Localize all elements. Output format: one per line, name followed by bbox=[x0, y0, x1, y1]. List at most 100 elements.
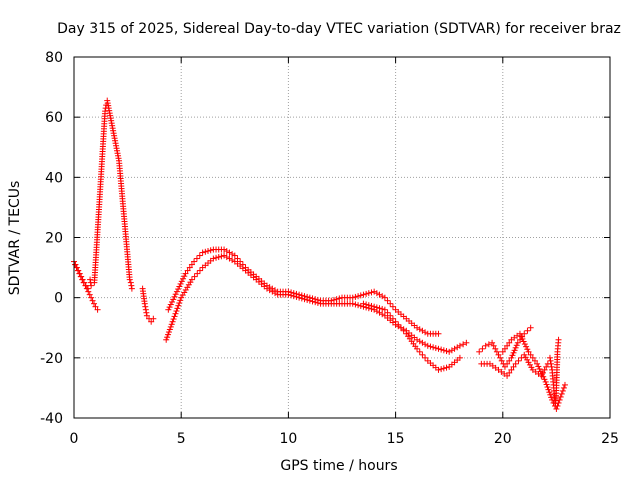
y-tick-label: 80 bbox=[45, 50, 63, 66]
data-point bbox=[422, 341, 429, 348]
data-point bbox=[306, 294, 313, 301]
data-point bbox=[175, 286, 182, 293]
data-point bbox=[177, 280, 184, 287]
data-point bbox=[193, 255, 200, 262]
data-point bbox=[168, 321, 175, 328]
data-point bbox=[506, 369, 513, 376]
data-point bbox=[414, 345, 421, 352]
data-point bbox=[529, 354, 536, 361]
data-point bbox=[165, 306, 172, 313]
data-point bbox=[451, 345, 458, 352]
data-point bbox=[349, 300, 356, 307]
data-point bbox=[440, 365, 447, 372]
data-point bbox=[520, 338, 527, 345]
data-point bbox=[143, 312, 150, 319]
data-point bbox=[293, 290, 300, 297]
data-point bbox=[213, 254, 220, 261]
data-point bbox=[419, 351, 426, 358]
data-point bbox=[384, 297, 391, 304]
y-axis-ticks: -40 -20 0 20 40 60 80 bbox=[40, 50, 610, 427]
data-point bbox=[215, 254, 222, 261]
data-point bbox=[360, 300, 367, 307]
data-point bbox=[379, 305, 386, 312]
x-axis-ticks: 0 5 10 15 20 25 bbox=[70, 57, 619, 447]
data-point bbox=[141, 300, 148, 307]
data-point bbox=[314, 296, 321, 303]
data-point bbox=[176, 283, 183, 290]
data-point bbox=[309, 295, 316, 302]
data-point bbox=[371, 288, 378, 295]
data-point bbox=[167, 301, 174, 308]
data-point bbox=[510, 363, 517, 370]
data-point bbox=[88, 282, 95, 289]
data-point bbox=[174, 305, 181, 312]
y-axis-label: SDTVAR / TECUs bbox=[7, 181, 23, 296]
data-point bbox=[527, 351, 534, 358]
data-point bbox=[207, 247, 214, 254]
data-point bbox=[548, 363, 555, 370]
data-point bbox=[379, 311, 386, 318]
data-point bbox=[373, 304, 380, 311]
data-point bbox=[397, 324, 404, 331]
data-point bbox=[518, 354, 525, 361]
data-point bbox=[440, 347, 447, 354]
data-point bbox=[72, 261, 79, 268]
data-point bbox=[288, 289, 295, 296]
data-point bbox=[506, 357, 513, 364]
data-point bbox=[290, 290, 297, 297]
data-point bbox=[126, 276, 133, 283]
data-point bbox=[501, 345, 508, 352]
data-point bbox=[456, 342, 463, 349]
data-point bbox=[430, 344, 437, 351]
data-point bbox=[223, 248, 230, 255]
data-point bbox=[336, 295, 343, 302]
data-point bbox=[363, 290, 370, 297]
data-point bbox=[558, 390, 565, 397]
data-point bbox=[557, 393, 564, 400]
data-point bbox=[521, 351, 528, 358]
data-point bbox=[546, 389, 553, 396]
data-point bbox=[524, 346, 531, 353]
data-point bbox=[218, 253, 225, 260]
data-point bbox=[537, 368, 544, 375]
data-point bbox=[272, 287, 278, 294]
data-point bbox=[535, 363, 542, 370]
data-point bbox=[285, 288, 292, 295]
data-point bbox=[561, 381, 568, 388]
data-point bbox=[202, 248, 209, 255]
data-point bbox=[499, 348, 506, 355]
data-point bbox=[389, 303, 396, 310]
data-point bbox=[94, 306, 101, 313]
data-point bbox=[226, 255, 233, 262]
data-point bbox=[536, 366, 543, 373]
data-point bbox=[188, 261, 195, 268]
data-point bbox=[438, 346, 445, 353]
data-point bbox=[435, 345, 442, 352]
data-point bbox=[545, 386, 552, 393]
data-point bbox=[422, 329, 429, 336]
data-point bbox=[376, 305, 383, 312]
data-point bbox=[508, 354, 515, 361]
data-point bbox=[80, 279, 87, 286]
y-tick-label: 60 bbox=[45, 110, 63, 126]
data-point bbox=[516, 330, 523, 337]
data-point bbox=[424, 342, 431, 349]
data-point bbox=[172, 310, 179, 317]
data-point bbox=[506, 339, 513, 346]
data-point bbox=[355, 302, 362, 309]
x-axis-label: GPS time / hours bbox=[280, 458, 397, 474]
data-point bbox=[527, 324, 534, 331]
data-point bbox=[416, 338, 423, 345]
data-point bbox=[170, 296, 177, 303]
data-point bbox=[389, 315, 396, 322]
data-point bbox=[376, 291, 383, 298]
data-point bbox=[438, 366, 445, 373]
data-point bbox=[221, 246, 228, 253]
data-point bbox=[171, 293, 178, 300]
data-point bbox=[148, 318, 155, 325]
data-point bbox=[349, 294, 356, 301]
data-point bbox=[495, 351, 502, 358]
data-point bbox=[89, 297, 96, 304]
data-point bbox=[509, 352, 516, 359]
data-point bbox=[352, 293, 359, 300]
